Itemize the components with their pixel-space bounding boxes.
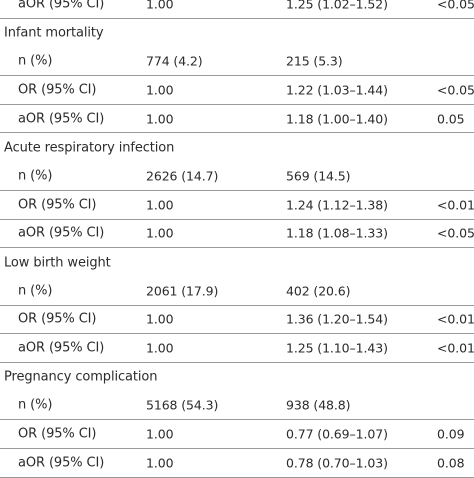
table-row: OR (95% CI) 1.00 1.24 (1.12–1.38) <0.01 xyxy=(0,191,474,220)
exposed-value: 402 (20.6) xyxy=(286,283,351,299)
p-value: 0.08 xyxy=(437,455,465,471)
row-label: OR (95% CI) xyxy=(18,311,97,327)
row-label: aOR (95% CI) xyxy=(18,340,105,356)
section-title: Low birth weight xyxy=(4,255,111,271)
section-header-low-birth-weight: Low birth weight xyxy=(0,248,474,277)
section-title: Acute respiratory infection xyxy=(4,140,175,156)
exposed-value: 1.18 (1.00–1.40) xyxy=(286,111,388,127)
p-value: <0.05 xyxy=(437,82,474,98)
row-label: aOR (95% CI) xyxy=(18,111,105,127)
section-header-pregnancy-complication: Pregnancy complication xyxy=(0,363,474,392)
row-label: n (%) xyxy=(18,53,53,69)
exposed-value: 938 (48.8) xyxy=(286,397,351,413)
p-value: <0.01 xyxy=(437,311,474,327)
row-label: aOR (95% CI) xyxy=(18,225,105,241)
row-label: aOR (95% CI) xyxy=(18,0,105,12)
row-label: aOR (95% CI) xyxy=(18,455,105,471)
p-value: <0.05 xyxy=(437,225,474,241)
p-value: 0.09 xyxy=(437,426,465,442)
row-label: n (%) xyxy=(18,283,53,299)
exposed-value: 1.25 (1.10–1.43) xyxy=(286,340,388,356)
reference-value: 1.00 xyxy=(146,311,174,327)
table-row: aOR (95% CI) 1.00 1.25 (1.02–1.52) <0.05 xyxy=(0,0,474,19)
reference-value: 1.00 xyxy=(146,340,174,356)
section-title: Infant mortality xyxy=(4,25,104,41)
exposed-value: 569 (14.5) xyxy=(286,168,351,184)
p-value: <0.05 xyxy=(437,0,474,12)
reference-value: 1.00 xyxy=(146,82,174,98)
table-row: OR (95% CI) 1.00 1.22 (1.03–1.44) <0.05 xyxy=(0,76,474,105)
table-row: n (%) 2061 (17.9) 402 (20.6) xyxy=(0,277,474,306)
table-row: aOR (95% CI) 1.00 0.78 (0.70–1.03) 0.08 xyxy=(0,449,474,478)
section-header-infant-mortality: Infant mortality xyxy=(0,19,474,48)
table-row: n (%) 5168 (54.3) 938 (48.8) xyxy=(0,392,474,421)
reference-value: 1.00 xyxy=(146,111,174,127)
table-row: OR (95% CI) 1.00 0.77 (0.69–1.07) 0.09 xyxy=(0,420,474,449)
table-row: n (%) 774 (4.2) 215 (5.3) xyxy=(0,47,474,77)
row-label: OR (95% CI) xyxy=(18,82,97,98)
table-row: OR (95% CI) 1.00 1.36 (1.20–1.54) <0.01 xyxy=(0,306,474,335)
exposed-value: 1.24 (1.12–1.38) xyxy=(286,197,388,213)
exposed-value: 1.22 (1.03–1.44) xyxy=(286,82,388,98)
reference-value: 1.00 xyxy=(146,197,174,213)
p-value: 0.05 xyxy=(437,111,465,127)
exposed-value: 1.18 (1.08–1.33) xyxy=(286,225,388,241)
row-label: OR (95% CI) xyxy=(18,426,97,442)
exposed-value: 1.36 (1.20–1.54) xyxy=(286,311,388,327)
reference-value: 2626 (14.7) xyxy=(146,168,219,184)
table-row: aOR (95% CI) 1.00 1.25 (1.10–1.43) <0.01 xyxy=(0,334,474,363)
reference-value: 1.00 xyxy=(146,0,174,12)
p-value: <0.01 xyxy=(437,197,474,213)
table-row: n (%) 2626 (14.7) 569 (14.5) xyxy=(0,162,474,191)
table-row: aOR (95% CI) 1.00 1.18 (1.00–1.40) 0.05 xyxy=(0,105,474,134)
row-label: OR (95% CI) xyxy=(18,197,97,213)
reference-value: 1.00 xyxy=(146,426,174,442)
exposed-value: 0.77 (0.69–1.07) xyxy=(286,426,388,442)
reference-value: 1.00 xyxy=(146,455,174,471)
section-header-acute-respiratory-infection: Acute respiratory infection xyxy=(0,133,474,162)
exposed-value: 0.78 (0.70–1.03) xyxy=(286,455,388,471)
reference-value: 1.00 xyxy=(146,225,174,241)
table-row: aOR (95% CI) 1.00 1.18 (1.08–1.33) <0.05 xyxy=(0,220,474,249)
exposed-value: 1.25 (1.02–1.52) xyxy=(286,0,388,12)
exposed-value: 215 (5.3) xyxy=(286,53,343,69)
row-label: n (%) xyxy=(18,397,53,413)
reference-value: 774 (4.2) xyxy=(146,53,203,69)
reference-value: 5168 (54.3) xyxy=(146,397,219,413)
row-label: n (%) xyxy=(18,168,53,184)
p-value: <0.01 xyxy=(437,340,474,356)
section-title: Pregnancy complication xyxy=(4,369,158,385)
reference-value: 2061 (17.9) xyxy=(146,283,219,299)
